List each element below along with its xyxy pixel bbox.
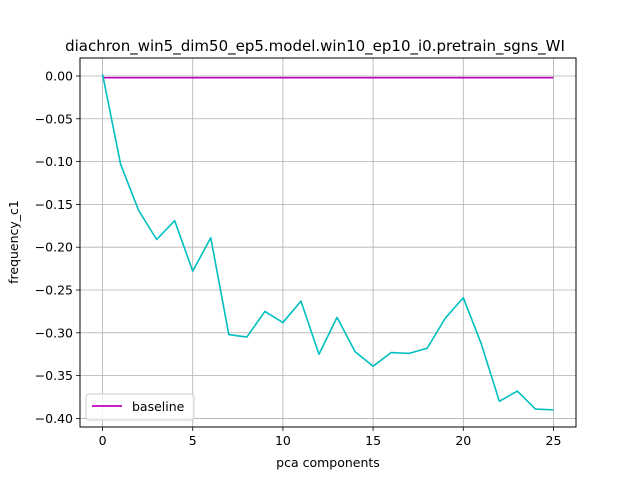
series-layer	[101, 74, 554, 411]
x-tick-label: 20	[455, 433, 471, 448]
y-tick-label: −0.05	[35, 111, 73, 126]
x-tick-label: 15	[365, 433, 381, 448]
y-tick-label: −0.30	[35, 325, 73, 340]
y-tick-label: −0.10	[35, 154, 73, 169]
plot-frame	[79, 57, 577, 428]
y-tick-label: −0.40	[35, 411, 73, 426]
y-tick-label: −0.15	[35, 197, 73, 212]
x-tick-label: 5	[189, 433, 197, 448]
y-tick-label: −0.35	[35, 368, 73, 383]
x-tick-label: 0	[99, 433, 107, 448]
y-tick-label: −0.20	[35, 240, 73, 255]
y-axis-label: frequency_c1	[6, 200, 21, 284]
x-tick-label: 25	[546, 433, 562, 448]
y-tick-label: 0.00	[45, 68, 73, 83]
legend-box	[85, 393, 195, 421]
x-tick-label: 10	[275, 433, 291, 448]
x-axis-label: pca components	[276, 455, 380, 470]
grid	[80, 58, 576, 427]
chart-title: diachron_win5_dim50_ep5.model.win10_ep10…	[65, 37, 565, 56]
ticks: 0 5 10 15 20 25 0.00 −0.05 −0.10 −0.15 −0.20 −0.25 −…	[35, 68, 562, 448]
y-tick-label: −0.25	[35, 283, 73, 298]
legend-label-baseline: baseline	[132, 399, 185, 414]
legend: baseline	[85, 393, 195, 421]
series-line-1	[101, 74, 554, 411]
